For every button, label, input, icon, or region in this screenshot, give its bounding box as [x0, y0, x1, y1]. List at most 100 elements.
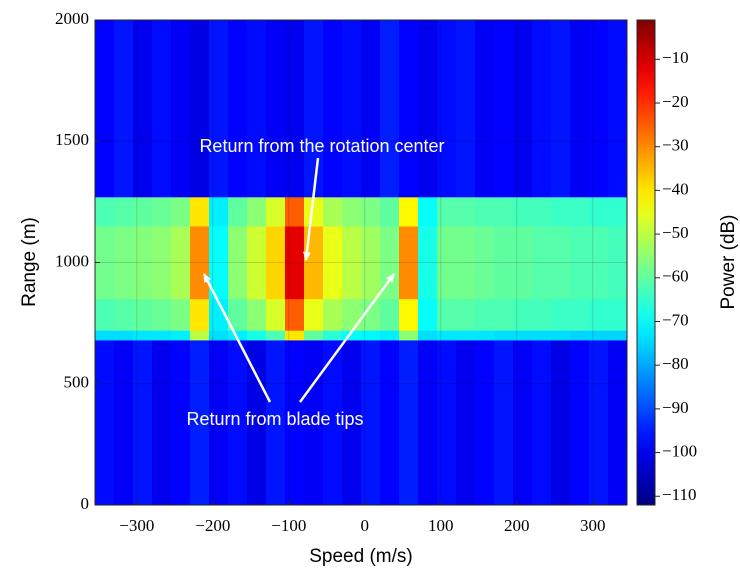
heatmap-cell	[437, 340, 457, 506]
heatmap-cell	[437, 20, 457, 198]
heatmap-cell	[380, 330, 400, 341]
heatmap-cell	[361, 298, 381, 331]
heatmap-cell	[190, 298, 210, 331]
heatmap-cell	[608, 197, 628, 227]
heatmap-cell	[551, 298, 571, 331]
heatmap-cell	[513, 298, 533, 331]
heatmap-cell	[266, 197, 286, 227]
heatmap-cell	[608, 330, 628, 341]
heatmap-cell	[437, 298, 457, 331]
heatmap-cell	[247, 20, 267, 198]
x-tick-label: −200	[195, 516, 230, 535]
heatmap-cell	[95, 226, 115, 300]
heatmap-cell	[475, 340, 495, 506]
heatmap-cell	[418, 226, 438, 300]
heatmap-cell	[304, 197, 324, 227]
heatmap-cell	[418, 340, 438, 506]
x-tick-label: 200	[504, 516, 530, 535]
y-tick-label: 0	[81, 494, 90, 513]
heatmap-cell	[323, 20, 343, 198]
heatmap-cell	[380, 340, 400, 506]
heatmap-cell	[475, 226, 495, 300]
heatmap-cell	[551, 340, 571, 506]
heatmap-cell	[114, 340, 134, 506]
heatmap-cell	[152, 330, 172, 341]
heatmap-cell	[171, 298, 191, 331]
heatmap-cell	[323, 197, 343, 227]
colorbar-tick-label: −100	[662, 441, 697, 460]
heatmap-cell	[475, 20, 495, 198]
heatmap-cell	[589, 20, 609, 198]
heatmap-cell	[608, 20, 628, 198]
heatmap-cell	[209, 298, 229, 331]
colorbar-label: Power (dB)	[718, 214, 739, 309]
heatmap-cell	[532, 20, 552, 198]
heatmap-cell	[114, 330, 134, 341]
heatmap-cell	[304, 20, 324, 198]
heatmap-cell	[247, 197, 267, 227]
heatmap-cell	[380, 20, 400, 198]
heatmap-cell	[285, 197, 305, 227]
heatmap-cell	[494, 340, 514, 506]
heatmap-cell	[361, 20, 381, 198]
heatmap-cell	[494, 330, 514, 341]
heatmap-cell	[171, 20, 191, 198]
y-tick-label: 500	[64, 373, 90, 392]
heatmap-cell	[247, 330, 267, 341]
heatmap-cell	[228, 226, 248, 300]
heatmap-cell	[361, 197, 381, 227]
heatmap-cell	[247, 340, 267, 506]
heatmap-cell	[494, 298, 514, 331]
heatmap-cell	[380, 298, 400, 331]
heatmap-cell	[95, 20, 115, 198]
heatmap-cell	[418, 197, 438, 227]
heatmap-cell	[152, 226, 172, 300]
heatmap-cell	[190, 330, 210, 341]
heatmap-cell	[228, 340, 248, 506]
heatmap-cell	[114, 20, 134, 198]
heatmap-cell	[95, 340, 115, 506]
heatmap-cell	[513, 330, 533, 341]
heatmap-cell	[342, 298, 362, 331]
heatmap-cell	[475, 298, 495, 331]
heatmap-cell	[133, 340, 153, 506]
heatmap-cell	[304, 340, 324, 506]
heatmap-cell	[323, 330, 343, 341]
heatmap-cell	[361, 226, 381, 300]
heatmap-cell	[475, 330, 495, 341]
annotation-arrows	[202, 157, 396, 403]
heatmap-cell	[456, 20, 476, 198]
heatmap-cell	[323, 298, 343, 331]
heatmap-cell	[285, 340, 305, 506]
heatmap-cell	[532, 226, 552, 300]
heatmap-cell	[114, 226, 134, 300]
heatmap-cell	[494, 197, 514, 227]
heatmap-cell	[399, 340, 419, 506]
heatmap-cell	[589, 340, 609, 506]
heatmap-cell	[570, 20, 590, 198]
heatmap-cell	[608, 340, 628, 506]
heatmap-cell	[456, 340, 476, 506]
heatmap-cell	[608, 226, 628, 300]
colorbar-tick-label: −20	[662, 92, 689, 111]
heatmap-cell	[171, 197, 191, 227]
heatmap-cell	[551, 330, 571, 341]
heatmap-cell	[399, 330, 419, 341]
heatmap-cell	[133, 197, 153, 227]
colorbar-tick-label: −70	[662, 310, 689, 329]
heatmap-cell	[95, 298, 115, 331]
heatmap-cell	[323, 226, 343, 300]
y-axis-label: Range (m)	[19, 217, 40, 307]
heatmap-cell	[418, 298, 438, 331]
heatmap-cell	[285, 330, 305, 341]
heatmap-cell	[209, 197, 229, 227]
heatmap-cell	[437, 330, 457, 341]
heatmap-cell	[323, 340, 343, 506]
y-tick-label: 1000	[55, 251, 89, 270]
heatmap-cell	[589, 298, 609, 331]
y-tick-label: 2000	[55, 9, 89, 28]
heatmap-cell	[95, 197, 115, 227]
heatmap-cell	[228, 197, 248, 227]
heatmap-cell	[532, 298, 552, 331]
heatmap-cell	[513, 226, 533, 300]
